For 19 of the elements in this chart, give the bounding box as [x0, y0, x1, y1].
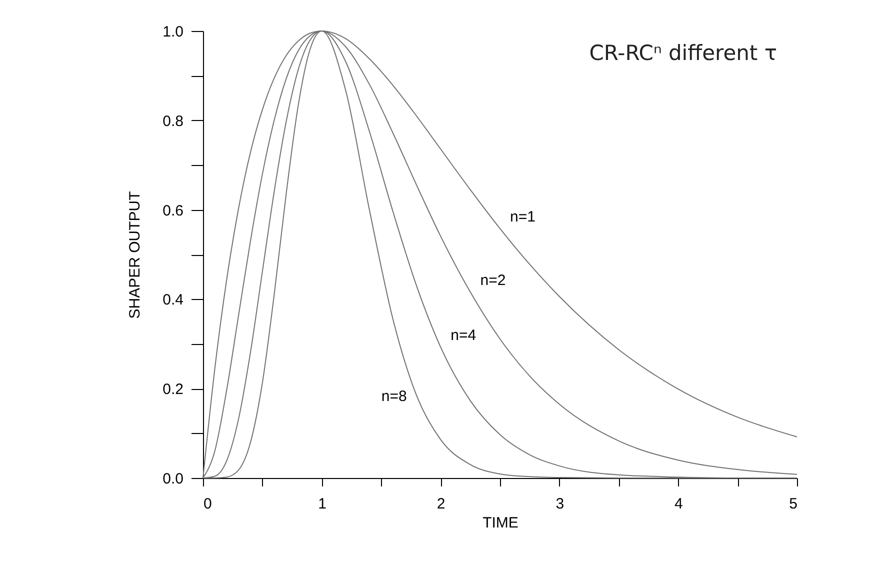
y-tick-label: 0.8: [162, 112, 184, 130]
x-tick-label: 1: [318, 496, 326, 512]
y-tick-label: 0.2: [162, 381, 184, 398]
y-axis-title: SHAPER OUTPUT: [126, 191, 144, 319]
text: CR-RCⁿ different τ: [589, 41, 777, 65]
series-label: n=2: [480, 272, 506, 290]
x-tick-label: 2: [436, 496, 446, 512]
x-tick-label: 4: [674, 496, 683, 512]
x-axis-title: TIME: [482, 514, 518, 532]
series-label: n=8: [381, 388, 407, 406]
series-label: n=4: [450, 327, 476, 344]
x-tick-label: 0: [204, 496, 212, 512]
x-tick-label: 3: [556, 496, 564, 512]
y-tick-label: 0.6: [162, 202, 184, 220]
series-label: n=1: [510, 208, 536, 226]
x-tick-label: 5: [789, 496, 798, 512]
y-tick-label: 1.0: [162, 24, 184, 40]
y-tick-label: 0.4: [162, 292, 184, 309]
y-tick-label: 0.0: [162, 470, 184, 488]
